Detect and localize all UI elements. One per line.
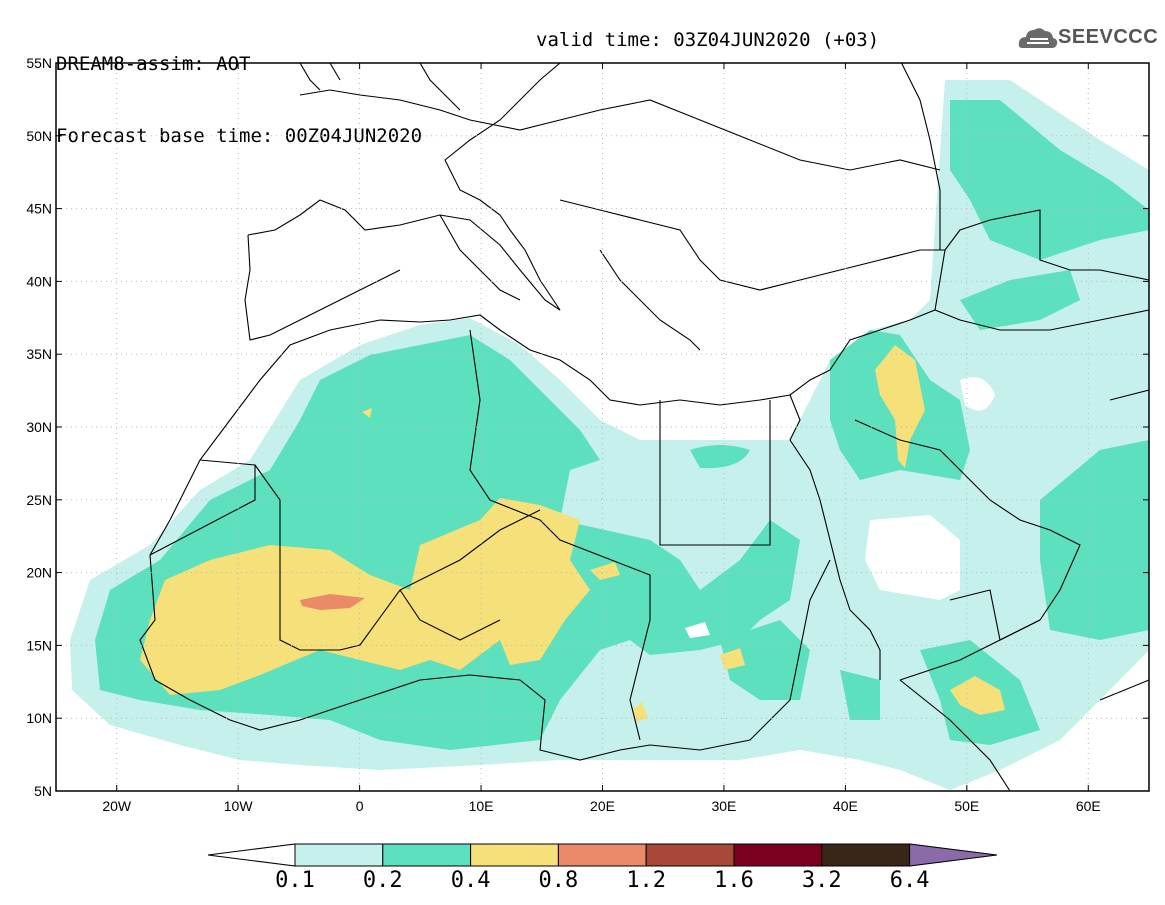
lat-label: 30N xyxy=(26,419,52,435)
colorbar-label: 6.4 xyxy=(889,868,930,893)
cloud-icon xyxy=(1018,28,1058,48)
colorbar-swatch xyxy=(470,843,559,867)
lon-label: 40E xyxy=(833,798,858,814)
colorbar-swatch xyxy=(294,843,384,867)
colorbar-under-arrow xyxy=(207,843,296,867)
graticule xyxy=(56,63,1149,791)
colorbar-label: 0.2 xyxy=(362,868,403,893)
colorbar-label: 1.2 xyxy=(626,868,667,893)
aot-field xyxy=(70,80,1149,790)
colorbar-label: 1.6 xyxy=(714,868,754,893)
colorbar-swatch xyxy=(382,843,472,867)
axis-ticks xyxy=(56,62,1149,792)
colorbar xyxy=(207,843,998,867)
lon-label: 20E xyxy=(590,798,615,814)
lat-label: 35N xyxy=(26,346,52,362)
logo-text: SEEVCCC xyxy=(1058,26,1159,48)
lon-label: 10E xyxy=(469,798,494,814)
lon-label: 30E xyxy=(711,798,736,814)
colorbar-swatch xyxy=(645,843,735,867)
lat-label: 40N xyxy=(26,273,52,289)
lon-label: 0 xyxy=(356,798,364,814)
lat-label: 55N xyxy=(26,55,52,71)
valid-time: valid time: 03Z04JUN2020 (+03) xyxy=(536,29,880,51)
lat-label: 20N xyxy=(26,565,52,581)
aot-level-0.8 xyxy=(300,594,365,610)
aot-clear-areas xyxy=(685,377,995,638)
map-title: DREAM8-assim: AOT xyxy=(56,53,251,75)
colorbar-swatch xyxy=(557,843,647,867)
colorbar-swatch xyxy=(821,843,911,867)
colorbar-label: 3.2 xyxy=(801,868,842,893)
lat-label: 15N xyxy=(26,637,52,653)
lat-label: 45N xyxy=(26,201,52,217)
lat-label: 5N xyxy=(34,783,52,799)
colorbar-swatch xyxy=(733,843,823,867)
lat-label: 50N xyxy=(26,128,52,144)
colorbar-over-arrow xyxy=(909,843,998,867)
lat-label: 10N xyxy=(26,710,52,726)
lat-label: 25N xyxy=(26,492,52,508)
lon-label: 60E xyxy=(1076,798,1101,814)
colorbar-label: 0.8 xyxy=(538,868,579,893)
colorbar-label: 0.1 xyxy=(275,868,315,893)
longitude-labels: 20W 10W 0 10E 20E 30E 40E 50E 60E xyxy=(102,798,1100,814)
lon-label: 20W xyxy=(102,798,132,814)
lon-label: 10W xyxy=(224,798,254,814)
latitude-labels: 55N 50N 45N 40N 35N 30N 25N 20N 15N 10N 5N xyxy=(26,55,52,799)
colorbar-label: 0.4 xyxy=(450,868,491,893)
lon-label: 50E xyxy=(954,798,979,814)
country-borders xyxy=(139,63,1149,791)
